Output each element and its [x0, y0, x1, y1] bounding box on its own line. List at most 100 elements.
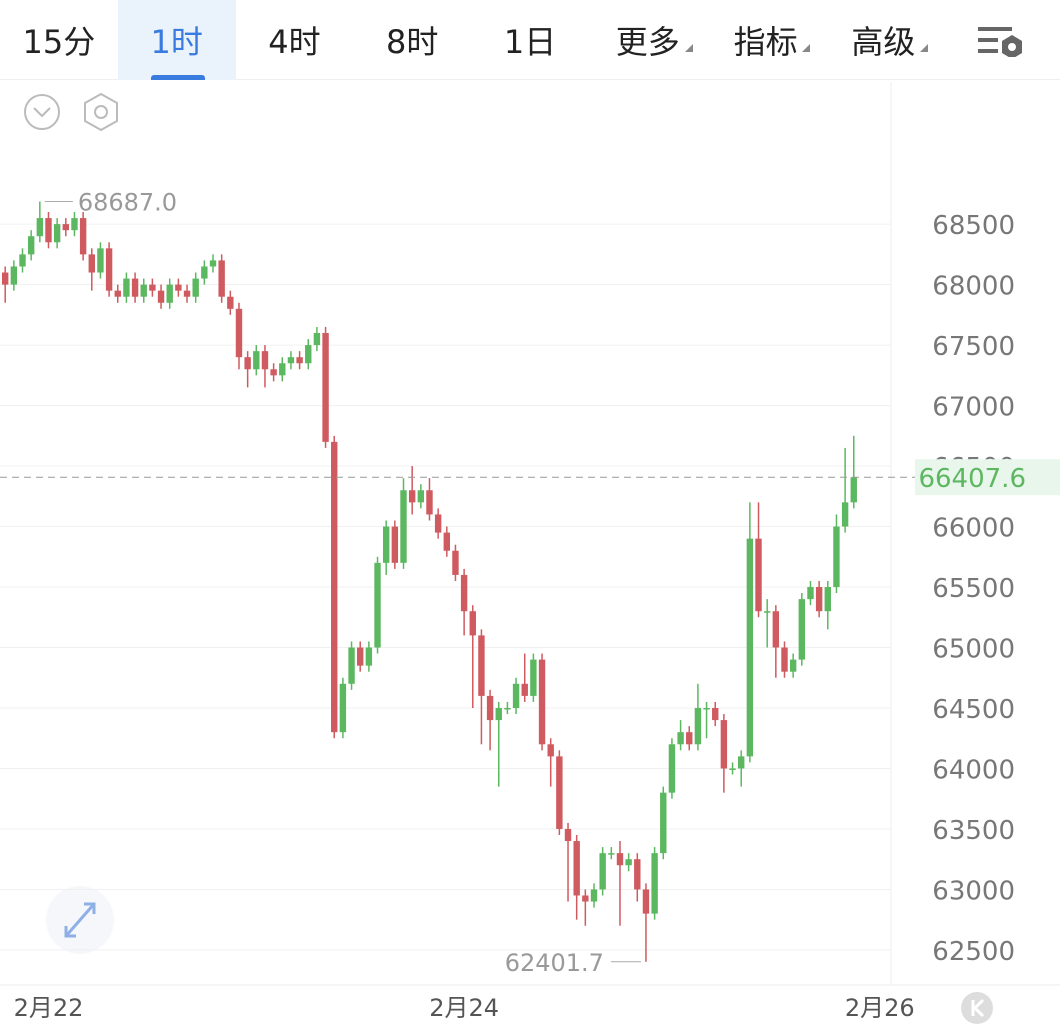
candle-body [27, 236, 35, 255]
candle-body [365, 647, 373, 666]
y-tick-label: 67000 [932, 393, 1015, 423]
candle-body [400, 490, 407, 563]
candle-body [486, 695, 494, 721]
candle-body [244, 357, 251, 370]
candle-body [642, 889, 650, 914]
x-tick-label: 2月22 [14, 994, 84, 1022]
candle-body [149, 284, 156, 291]
candle-body [660, 792, 667, 854]
candle-body [815, 587, 823, 612]
collapse-icon[interactable] [24, 94, 60, 130]
candle-body [694, 707, 702, 745]
candle-body [227, 296, 234, 309]
candle-body [131, 278, 139, 297]
interval-tab[interactable]: 4时 [236, 0, 354, 80]
y-tick-label: 66000 [932, 514, 1015, 544]
x-tick-label: 2月26 [845, 994, 915, 1022]
candle-body [469, 611, 476, 636]
candle-body [88, 254, 95, 273]
candle-body [573, 841, 580, 896]
candle-body [798, 599, 806, 660]
scroll-latest-button[interactable] [961, 992, 993, 1024]
interval-tab[interactable]: 15分 [0, 0, 118, 80]
candle-body [547, 744, 554, 757]
candle-body [833, 526, 840, 588]
layout-icon [978, 26, 1023, 57]
candle-body [512, 683, 520, 708]
x-tick-label: 2月24 [429, 994, 499, 1022]
y-tick-label: 65500 [932, 574, 1015, 604]
last-price-label: 66407.6 [918, 464, 1026, 494]
candle-body [789, 659, 797, 672]
expand-button[interactable] [46, 886, 114, 954]
candle-body [79, 218, 87, 255]
interval-tab[interactable]: 1时 [117, 0, 236, 80]
candle-body [538, 659, 546, 745]
candle-body [807, 587, 814, 600]
candle-body [720, 720, 728, 769]
candle-body [71, 218, 78, 231]
candle-body [261, 351, 269, 370]
candle-body [564, 828, 572, 842]
y-tick-label: 67500 [932, 332, 1015, 362]
y-tick-label: 63500 [932, 816, 1015, 846]
candle-body [582, 895, 589, 902]
candle-body [97, 248, 104, 273]
tab-label: 4时 [268, 22, 321, 61]
candle-body [452, 550, 459, 575]
menu-tab[interactable]: 更多 [589, 0, 707, 80]
interval-tab[interactable]: 8时 [353, 0, 471, 80]
tab-label: 15分 [22, 22, 96, 61]
candle-body [45, 218, 52, 243]
candle-body [712, 707, 719, 721]
candle-body [305, 345, 312, 364]
candle-body [417, 490, 425, 503]
candle-body [599, 853, 606, 890]
candle-body [434, 514, 442, 533]
tab-label: 1日 [503, 22, 557, 61]
last-price-box [915, 459, 1060, 496]
candle-body [781, 647, 788, 672]
grid [0, 223, 891, 951]
y-tick-label: 64500 [932, 695, 1015, 725]
candle-body [201, 266, 208, 279]
y-tick-label: 68500 [932, 211, 1015, 241]
menu-tab[interactable]: 指标 [707, 0, 825, 80]
candle-body [530, 659, 537, 696]
candle-body [738, 756, 745, 769]
interval-tab[interactable]: 1日 [471, 0, 589, 80]
menu-tab[interactable]: 高级 [824, 0, 942, 80]
candle-body [686, 732, 693, 745]
candle-body [331, 441, 338, 733]
candle-body [495, 707, 502, 721]
candle-body [443, 532, 450, 551]
candle-body [270, 369, 277, 376]
candle-body [192, 278, 199, 297]
candle-body [616, 853, 624, 866]
candle-body [36, 218, 44, 237]
toolbar: 15分 1时 4时 8时 1日 更多 指标 高级 [0, 0, 1060, 80]
candle-body [114, 290, 121, 297]
settings-icon[interactable] [84, 92, 118, 132]
candle-body [235, 308, 243, 358]
tab-label: 8时 [386, 22, 439, 61]
candle-body [668, 744, 676, 793]
candle-body [824, 587, 831, 612]
layout-settings[interactable] [942, 0, 1060, 80]
candle-body [391, 526, 399, 563]
candle-body [218, 260, 225, 297]
candle-body [521, 683, 528, 696]
candle-body [408, 490, 416, 503]
candle-body [183, 290, 191, 297]
candle-body [625, 859, 632, 866]
candle-body [279, 363, 286, 376]
candle-body [322, 333, 329, 442]
tab-label: 1时 [150, 22, 203, 61]
candles [1, 201, 857, 962]
candle-body [348, 647, 355, 684]
annotation-label: 68687.0 [78, 189, 177, 217]
candle-body [296, 357, 303, 364]
candle-body [590, 889, 598, 902]
candle-body [556, 756, 563, 829]
